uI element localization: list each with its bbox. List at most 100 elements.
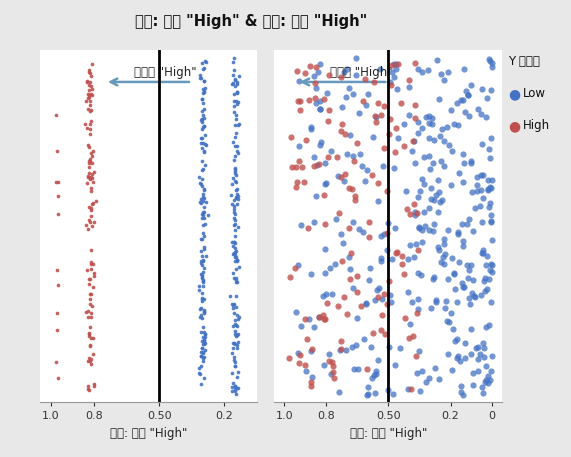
Point [307,373,316,380]
Point [232,80,241,88]
Point [486,134,496,141]
Point [440,260,449,268]
Point [198,350,207,357]
Point [87,258,96,265]
Point [231,266,240,273]
Point [307,378,316,386]
Point [230,197,239,204]
Point [457,96,466,104]
Point [294,142,303,149]
Point [344,254,353,261]
Point [473,355,482,362]
Point [85,98,94,105]
Point [295,97,304,105]
Point [412,309,421,316]
Point [424,112,433,119]
Point [80,120,89,128]
Point [328,369,337,376]
Point [198,275,207,282]
Point [232,190,242,197]
Point [384,343,393,351]
Point [455,169,464,176]
Point [199,148,208,155]
Point [413,306,423,313]
Point [53,211,62,218]
Point [485,199,494,207]
Point [337,103,347,110]
Text: ●: ● [508,119,520,133]
Point [452,100,461,107]
Point [230,356,239,364]
Point [199,246,208,253]
Point [476,186,485,193]
Point [232,171,241,178]
Point [85,170,94,177]
Point [343,150,352,158]
Point [360,75,369,83]
Point [414,269,423,276]
Point [51,358,60,366]
Point [478,246,488,253]
Point [458,220,467,228]
Point [459,150,468,158]
Point [389,164,398,171]
Point [86,342,95,350]
Point [228,181,237,188]
Point [405,112,414,119]
Point [232,88,241,96]
Point [200,308,209,315]
Point [487,176,496,184]
Point [85,386,94,393]
Point [486,211,496,218]
Point [358,98,367,105]
Point [291,265,300,272]
Point [412,209,421,216]
Point [341,93,351,101]
Point [370,390,379,397]
Point [234,72,243,79]
Point [197,107,206,114]
Point [85,329,94,337]
Point [231,97,240,104]
Point [85,91,94,99]
Point [199,194,208,202]
Point [310,94,319,101]
Point [429,227,438,234]
Point [353,139,362,146]
Point [484,276,493,283]
Point [292,179,301,186]
Point [231,186,240,194]
Point [411,240,420,247]
Point [355,110,364,117]
Point [473,188,482,195]
Point [488,352,497,360]
Point [320,220,329,228]
Point [314,314,323,321]
Point [411,159,420,167]
Point [324,106,333,114]
Point [230,205,239,213]
Point [196,305,205,313]
Point [89,335,98,342]
Point [392,85,401,93]
Point [316,141,325,149]
Text: 归类为 "High": 归类为 "High" [134,66,196,79]
Point [301,367,310,374]
Point [231,332,240,339]
Point [369,78,378,85]
Point [459,284,468,291]
Point [477,218,486,226]
Point [228,379,238,387]
Point [468,289,477,297]
Point [194,173,203,181]
Point [198,190,207,197]
Point [86,246,95,254]
Point [89,351,98,358]
Point [449,269,459,276]
Point [486,218,496,226]
Point [85,69,94,76]
Point [391,66,400,73]
Point [336,173,345,181]
Point [231,166,240,173]
Point [53,282,62,289]
